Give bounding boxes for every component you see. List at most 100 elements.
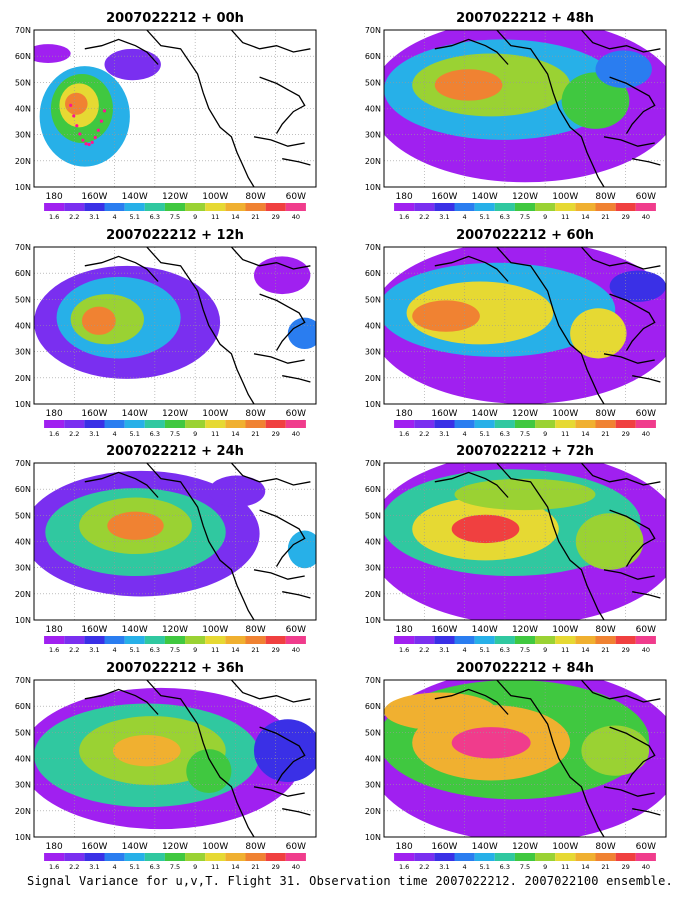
coastline — [496, 30, 605, 187]
forecast-panel: 2007022212 + 36h 70N 60N 50N 40N 30N 20N 10N 180… — [15, 661, 317, 871]
latitude-label: 70N — [15, 459, 31, 468]
colorbar-label: 2.2 — [69, 430, 79, 438]
longitude-label: 160W — [81, 625, 107, 635]
colorbar-swatch — [104, 420, 125, 428]
colorbar-label: 3.1 — [89, 213, 99, 221]
colorbar-label: 11 — [211, 863, 219, 871]
coastline — [84, 255, 159, 282]
colorbar-label: 29 — [272, 863, 280, 871]
colorbar-swatch — [555, 203, 576, 211]
colorbar-swatch — [434, 420, 455, 428]
latitude-label: 60N — [15, 269, 31, 278]
latitude-label: 40N — [15, 538, 31, 547]
colorbar-swatch — [64, 203, 85, 211]
longitude-label: 180 — [396, 842, 413, 852]
variance-field — [384, 680, 666, 837]
colorbar-label: 29 — [622, 863, 630, 871]
colorbar-swatch — [394, 853, 415, 861]
longitude-label: 140W — [472, 842, 498, 852]
latitude-label: 10N — [15, 400, 31, 409]
forecast-panel: 2007022212 + 00h 70N 60N 50N 40N 30N 20N 10N 180… — [15, 11, 317, 221]
colorbar-swatch — [164, 636, 186, 644]
panel-title: 2007022212 + 24h — [106, 444, 244, 459]
latitude-label: 20N — [15, 807, 31, 816]
colorbar-label: 5.1 — [130, 213, 140, 221]
colorbar-swatch — [205, 853, 226, 861]
colorbar-label: 21 — [601, 430, 609, 438]
coastline — [259, 726, 306, 784]
colorbar-swatch — [164, 420, 186, 428]
colorbar-swatch — [285, 420, 306, 428]
latitude-label: 50N — [365, 295, 381, 304]
longitude-label: 140W — [122, 192, 148, 202]
longitude-label: 100W — [552, 409, 578, 419]
longitude-label: 180 — [46, 625, 63, 635]
longitude-label: 80W — [245, 842, 265, 852]
variance-field — [384, 247, 666, 404]
colorbar-swatch — [265, 203, 286, 211]
colorbar-swatch — [84, 420, 105, 428]
variance-contour — [561, 72, 630, 129]
latitude-label: 20N — [365, 807, 381, 816]
latitude-label: 20N — [365, 157, 381, 166]
colorbar-label: 2.2 — [419, 213, 429, 221]
colorbar-label: 2.2 — [69, 213, 79, 221]
coastline — [146, 463, 255, 620]
flight-track-point — [81, 138, 85, 142]
coastline — [434, 255, 509, 282]
coastline — [259, 293, 306, 351]
latitude-label: 70N — [365, 243, 381, 252]
colorbar-swatch — [64, 853, 85, 861]
colorbar-label: 11 — [561, 430, 569, 438]
longitude-label: 160W — [431, 192, 457, 202]
colorbar-swatch — [185, 636, 206, 644]
colorbar-swatch — [104, 636, 125, 644]
colorbar-swatch — [555, 853, 576, 861]
latitude-label: 20N — [365, 374, 381, 383]
map-frame — [33, 29, 317, 188]
coastline — [253, 569, 305, 580]
variance-contour — [434, 69, 503, 101]
colorbar-swatch — [64, 420, 85, 428]
colorbar-swatch — [205, 203, 226, 211]
colorbar-label: 14 — [581, 213, 589, 221]
colorbar-swatch — [514, 853, 536, 861]
colorbar-swatch — [474, 203, 495, 211]
colorbar-swatch — [394, 636, 415, 644]
colorbar-label: 4 — [113, 430, 117, 438]
variance-contour — [451, 514, 520, 544]
coastline — [434, 471, 509, 498]
colorbar-label: 11 — [561, 863, 569, 871]
longitude-label: 140W — [472, 409, 498, 419]
variance-contour — [581, 725, 650, 776]
coastline — [496, 463, 605, 620]
coastline — [282, 158, 311, 166]
latitude-label: 70N — [365, 26, 381, 35]
colorbar-label: 14 — [231, 430, 239, 438]
colorbar-label: 2.2 — [419, 863, 429, 871]
coastline — [580, 463, 661, 486]
colorbar-swatch — [394, 420, 415, 428]
latitude-label: 50N — [15, 78, 31, 87]
colorbar-swatch — [185, 420, 206, 428]
colorbar-swatch — [104, 203, 125, 211]
colorbar-label: 5.1 — [480, 863, 490, 871]
colorbar-label: 40 — [642, 863, 650, 871]
colorbar-label: 14 — [231, 863, 239, 871]
colorbar-swatch — [225, 420, 246, 428]
longitude-label: 60W — [286, 625, 306, 635]
latitude-label: 70N — [365, 459, 381, 468]
colorbar-swatch — [64, 636, 85, 644]
colorbar-swatch — [84, 203, 105, 211]
flight-track-point — [96, 128, 100, 132]
coastline — [230, 247, 311, 270]
colorbar-label: 29 — [272, 213, 280, 221]
colorbar-swatch — [454, 636, 475, 644]
colorbar-label: 4 — [463, 646, 467, 654]
colorbar-swatch — [44, 853, 65, 861]
colorbar-swatch — [474, 420, 495, 428]
variance-contour — [609, 270, 666, 302]
colorbar-label: 14 — [581, 863, 589, 871]
variance-field — [384, 30, 666, 187]
